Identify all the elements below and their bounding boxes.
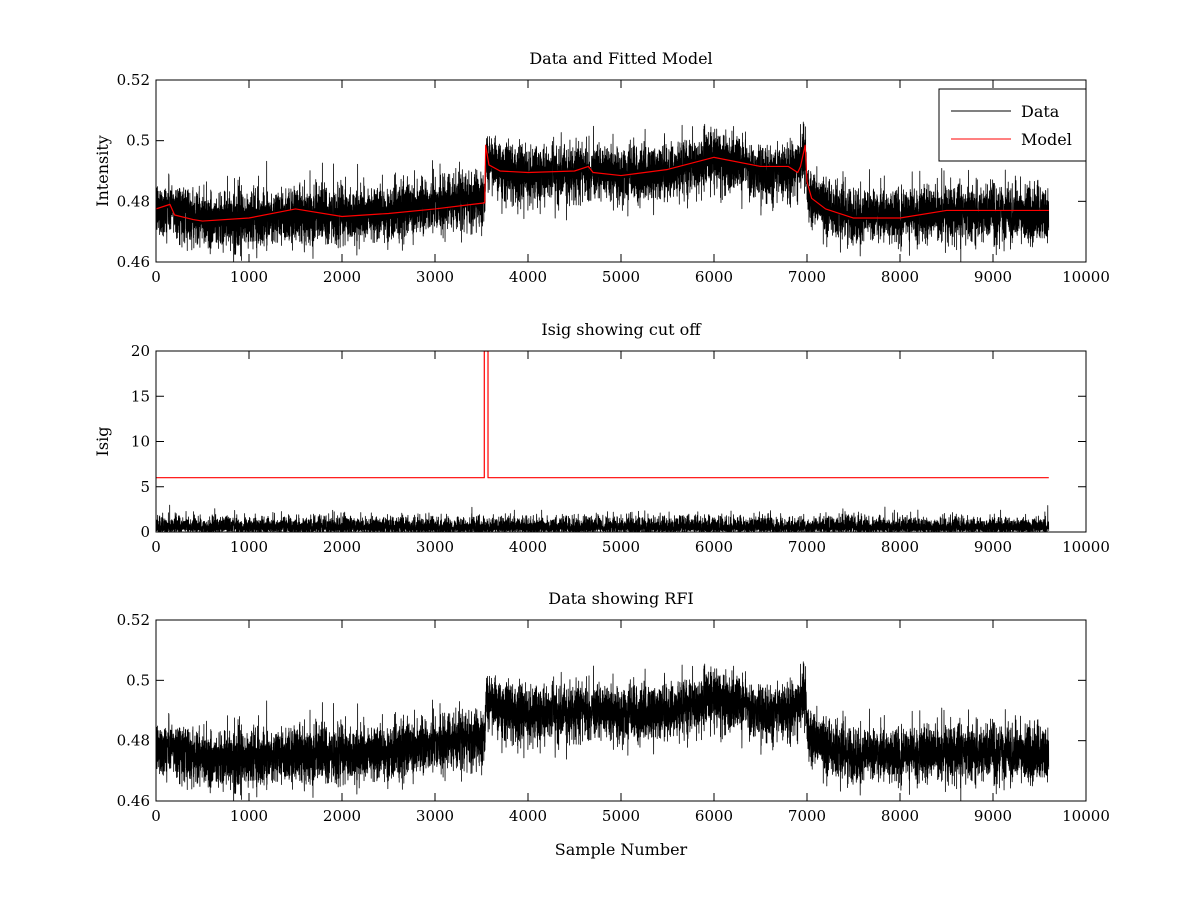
- y-tick-label: 0.46: [117, 253, 150, 271]
- y-tick-label: 0.46: [117, 792, 150, 810]
- x-tick-label: 1000: [230, 807, 268, 825]
- x-tick-label: 7000: [788, 268, 826, 286]
- x-tick-label: 2000: [323, 268, 361, 286]
- chart-title: Data showing RFI: [548, 589, 693, 608]
- panel-isig-cutoff: 0 1000 2000 3000 4000 5000 6000 7000 8000 9000 100…: [93, 320, 1110, 556]
- panel-data-showing-rfi: 0 1000 2000 3000 4000 5000 6000 7000 8000 9000 100…: [117, 589, 1110, 859]
- axes-box: [155, 350, 1087, 533]
- y-tick-label: 0.48: [117, 732, 150, 750]
- series-cutoff-line: [156, 351, 1049, 479]
- y-axis-label: Isig: [93, 427, 112, 457]
- x-tick-label: 8000: [881, 268, 919, 286]
- chart-title: Isig showing cut off: [541, 320, 702, 339]
- series-model: [156, 144, 1049, 222]
- y-tick-label: 10: [131, 433, 150, 451]
- x-tick-label: 3000: [416, 538, 454, 556]
- series-data: [156, 121, 1050, 262]
- panel-data-and-fitted-model: 0 1000 2000 3000 4000 5000 6000 7000 8000 9000 100…: [93, 49, 1110, 286]
- x-tick-label: 0: [151, 268, 161, 286]
- x-tick-label: 10000: [1062, 807, 1110, 825]
- y-tick-label: 0.52: [117, 611, 150, 629]
- y-tick-label: 0.52: [117, 71, 150, 89]
- x-tick-label: 10000: [1062, 538, 1110, 556]
- y-tick-label: 5: [140, 478, 150, 496]
- x-tick-label: 5000: [602, 807, 640, 825]
- x-tick-label: 5000: [602, 268, 640, 286]
- plot-area: [156, 351, 1050, 532]
- plot-area: [156, 121, 1050, 262]
- y-axis-label: Intensity: [93, 135, 112, 207]
- x-tick-label: 10000: [1062, 268, 1110, 286]
- x-tick-label: 8000: [881, 807, 919, 825]
- x-tick-label: 7000: [788, 538, 826, 556]
- x-tick-label: 9000: [974, 807, 1012, 825]
- x-tick-label: 9000: [974, 268, 1012, 286]
- x-tick-label: 0: [151, 538, 161, 556]
- x-tick-label: 2000: [323, 807, 361, 825]
- y-tick-label: 0.5: [126, 671, 150, 689]
- chart-title: Data and Fitted Model: [529, 49, 712, 68]
- x-tick-label: 2000: [323, 538, 361, 556]
- legend-label-data: Data: [1021, 102, 1060, 121]
- x-tick-label: 6000: [695, 268, 733, 286]
- y-tick-label: 0.48: [117, 192, 150, 210]
- y-tick-label: 0.5: [126, 132, 150, 150]
- x-axis-label: Sample Number: [555, 840, 688, 859]
- x-tick-label: 4000: [509, 268, 547, 286]
- x-tick-label: 3000: [416, 268, 454, 286]
- y-tick-label: 15: [131, 387, 150, 405]
- y-tick-label: 0: [140, 523, 150, 541]
- x-tick-label: 5000: [602, 538, 640, 556]
- x-tick-label: 3000: [416, 807, 454, 825]
- x-tick-label: 7000: [788, 807, 826, 825]
- x-tick-label: 6000: [695, 807, 733, 825]
- x-tick-label: 6000: [695, 538, 733, 556]
- x-tick-label: 1000: [230, 538, 268, 556]
- legend-box: [938, 88, 1087, 162]
- x-tick-label: 1000: [230, 268, 268, 286]
- series-signal: [156, 661, 1050, 801]
- x-tick-label: 0: [151, 807, 161, 825]
- x-tick-label: 4000: [509, 538, 547, 556]
- series-signal: [156, 504, 1050, 532]
- y-tick-label: 20: [131, 342, 150, 360]
- plot-area: [156, 661, 1050, 801]
- legend: Data Model: [938, 88, 1087, 162]
- legend-label-model: Model: [1021, 130, 1072, 149]
- x-tick-label: 9000: [974, 538, 1012, 556]
- x-tick-label: 4000: [509, 807, 547, 825]
- x-tick-label: 8000: [881, 538, 919, 556]
